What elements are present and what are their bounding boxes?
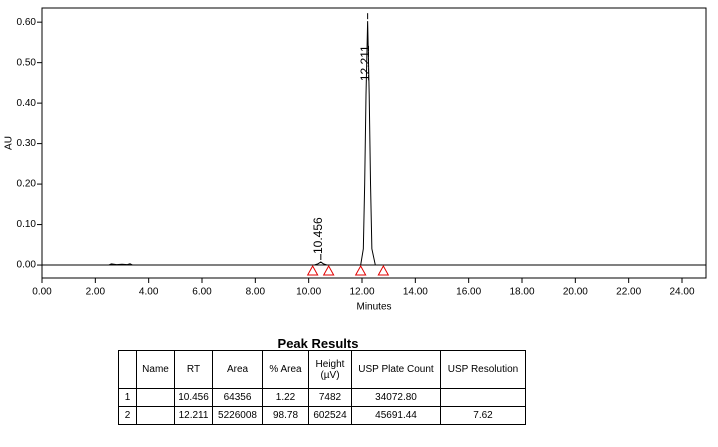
table-cell	[118, 350, 137, 389]
table-cell: 602524	[308, 406, 352, 425]
table-cell: RT	[174, 350, 213, 389]
table-cell: Name	[136, 350, 175, 389]
table-cell	[440, 388, 526, 407]
y-axis-label: AU	[4, 136, 15, 150]
table-cell: 7482	[308, 388, 352, 407]
integration-mark	[322, 265, 335, 276]
plot-frame	[41, 7, 707, 279]
x-tick-label: 8.00	[246, 287, 266, 298]
x-tick-label: 22.00	[616, 287, 641, 298]
y-tick-label: 0.20	[17, 179, 37, 190]
integration-mark	[377, 265, 390, 276]
table-cell: 45691.44	[351, 406, 441, 425]
peak-label: 12.211	[358, 45, 372, 81]
table-cell: 1.22	[262, 388, 309, 407]
chart: AU Minutes 0.00 0.10 0.20 0.30 0.40 0.50 0.60 0…	[4, 7, 707, 313]
table-cell: 2	[118, 406, 137, 425]
table-cell: 7.62	[440, 406, 526, 425]
table-title: Peak Results	[277, 336, 359, 351]
y-tick-label: 0.00	[17, 260, 37, 271]
integration-mark	[354, 265, 367, 276]
table-cell: 64356	[212, 388, 263, 407]
table-cell	[136, 406, 175, 425]
x-tick-label: 0.00	[32, 287, 52, 298]
table-row: 1 10.456 64356 1.22 7482 34072.80	[118, 388, 526, 407]
x-tick-label: 2.00	[86, 287, 106, 298]
table-cell: % Area	[262, 350, 309, 389]
table-row: 2 12.211 5226008 98.78 602524 45691.44 7.62	[118, 406, 526, 425]
table-cell: 1	[118, 388, 137, 407]
table-cell: 10.456	[174, 388, 213, 407]
table-cell: 98.78	[262, 406, 309, 425]
table-cell: USP Resolution	[440, 350, 526, 389]
table-cell: Height (µV)	[308, 350, 352, 389]
table-cell: USP Plate Count	[351, 350, 441, 389]
table-cell: 5226008	[212, 406, 263, 425]
y-tick-label: 0.30	[17, 138, 37, 149]
table-cell: 34072.80	[351, 388, 441, 407]
x-tick-label: 14.00	[403, 287, 428, 298]
y-tick-label: 0.40	[17, 98, 37, 109]
x-axis-label: Minutes	[356, 302, 391, 313]
table-row: Name RT Area% Area Height (µV) USP Plate Cou…	[118, 350, 526, 389]
x-tick-label: 24.00	[669, 287, 694, 298]
trace	[42, 21, 706, 266]
table-cell: 12.211	[174, 406, 213, 425]
x-tick-label: 12.00	[349, 287, 374, 298]
x-tick-label: 6.00	[192, 287, 212, 298]
y-tick-label: 0.60	[17, 17, 37, 28]
x-tick-label: 18.00	[509, 287, 534, 298]
peak-table: Name RT Area% Area Height (µV) USP Plate Cou…	[118, 350, 526, 425]
x-tick-label: 16.00	[456, 287, 481, 298]
x-tick-label: 4.00	[139, 287, 159, 298]
peak-label: 10.456	[311, 217, 325, 254]
x-tick-label: 10.00	[296, 287, 321, 298]
y-tick-label: 0.50	[17, 57, 37, 68]
y-tick-label: 0.10	[17, 219, 37, 230]
integration-mark	[306, 265, 319, 276]
x-tick-label: 20.00	[563, 287, 588, 298]
table-cell	[136, 388, 175, 407]
table-cell: Area	[212, 350, 263, 389]
